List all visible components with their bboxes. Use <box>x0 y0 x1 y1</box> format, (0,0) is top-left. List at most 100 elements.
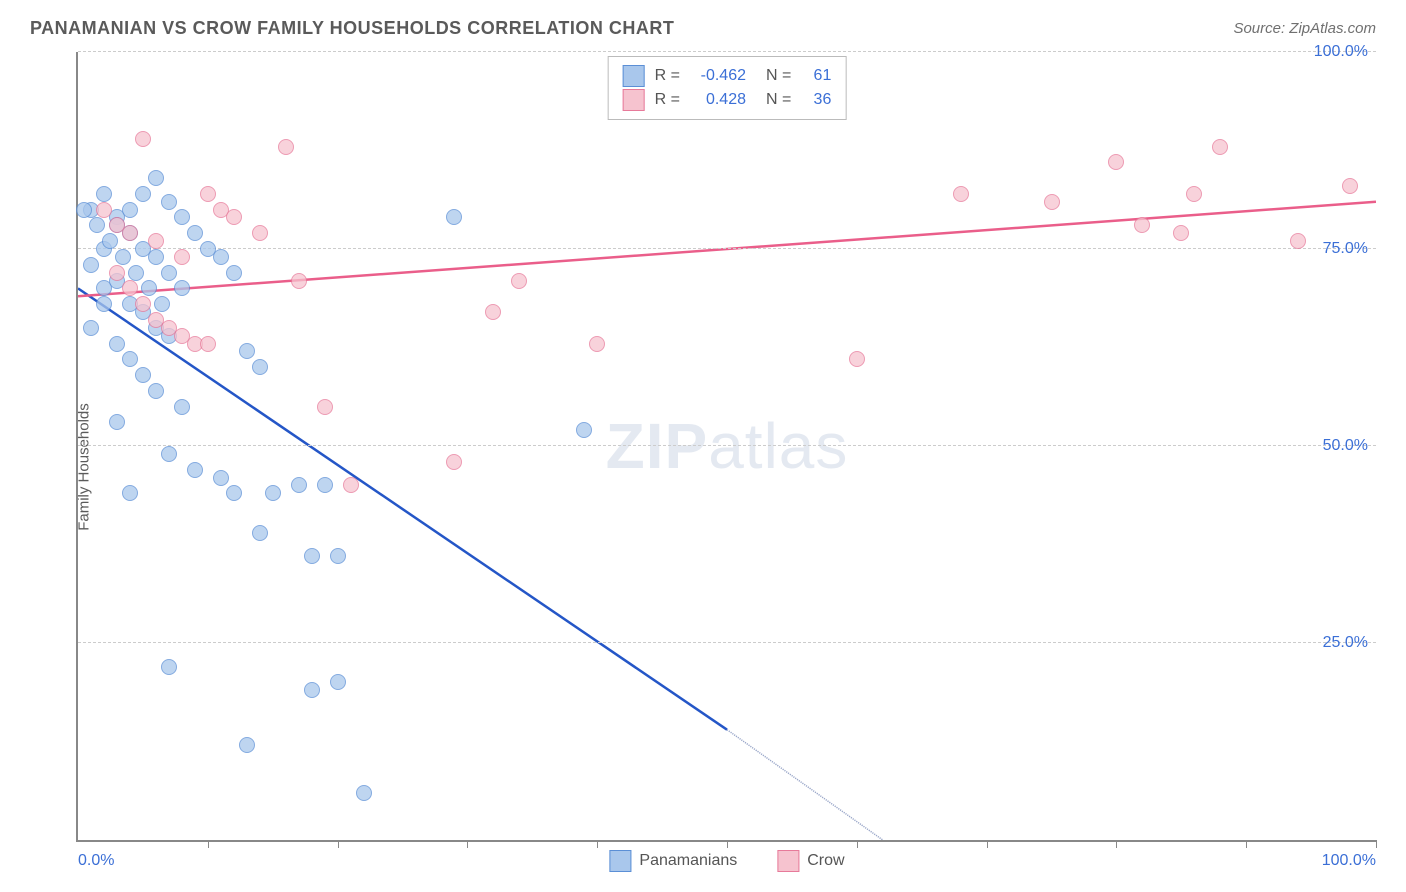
chart-header: PANAMANIAN VS CROW FAMILY HOUSEHOLDS COR… <box>0 0 1406 49</box>
data-point <box>174 249 190 265</box>
x-tick <box>727 840 728 848</box>
y-tick-label: 75.0% <box>1323 240 1368 258</box>
data-point <box>511 273 527 289</box>
legend-swatch <box>623 89 645 111</box>
legend-swatch <box>609 850 631 872</box>
data-point <box>446 209 462 225</box>
data-point <box>187 462 203 478</box>
data-point <box>226 265 242 281</box>
data-point <box>252 225 268 241</box>
data-point <box>1186 186 1202 202</box>
data-point <box>161 265 177 281</box>
data-point <box>148 249 164 265</box>
gridline <box>78 51 1376 52</box>
data-point <box>239 737 255 753</box>
data-point <box>128 265 144 281</box>
data-point <box>252 359 268 375</box>
data-point <box>265 485 281 501</box>
data-point <box>343 477 359 493</box>
data-point <box>161 659 177 675</box>
data-point <box>122 225 138 241</box>
correlation-legend: R =-0.462N =61R =0.428N =36 <box>608 56 847 120</box>
legend-n-label: N = <box>766 91 791 109</box>
data-point <box>304 548 320 564</box>
data-point <box>1134 217 1150 233</box>
data-point <box>330 674 346 690</box>
data-point <box>330 548 346 564</box>
legend-swatch <box>777 850 799 872</box>
data-point <box>96 296 112 312</box>
data-point <box>213 470 229 486</box>
data-point <box>252 525 268 541</box>
data-point <box>200 336 216 352</box>
data-point <box>576 422 592 438</box>
legend-label: Panamanians <box>639 852 737 870</box>
trend-lines <box>78 52 1376 840</box>
legend-r-label: R = <box>655 67 680 85</box>
data-point <box>109 265 125 281</box>
x-axis-min-label: 0.0% <box>78 852 114 870</box>
chart-title: PANAMANIAN VS CROW FAMILY HOUSEHOLDS COR… <box>30 18 674 39</box>
y-tick-label: 25.0% <box>1323 634 1368 652</box>
legend-r-value: -0.462 <box>690 67 746 85</box>
data-point <box>83 320 99 336</box>
data-point <box>148 233 164 249</box>
legend-row: R =-0.462N =61 <box>623 65 832 87</box>
data-point <box>154 296 170 312</box>
data-point <box>1044 194 1060 210</box>
data-point <box>446 454 462 470</box>
data-point <box>148 170 164 186</box>
data-point <box>485 304 501 320</box>
series-legend: Panamanians Crow <box>609 850 844 872</box>
legend-item: Crow <box>777 850 844 872</box>
y-tick-label: 50.0% <box>1323 437 1368 455</box>
data-point <box>226 485 242 501</box>
data-point <box>317 399 333 415</box>
x-tick <box>1246 840 1247 848</box>
data-point <box>1212 139 1228 155</box>
data-point <box>76 202 92 218</box>
legend-n-value: 61 <box>801 67 831 85</box>
data-point <box>589 336 605 352</box>
legend-item: Panamanians <box>609 850 737 872</box>
data-point <box>239 343 255 359</box>
data-point <box>96 186 112 202</box>
data-point <box>213 249 229 265</box>
data-point <box>83 257 99 273</box>
data-point <box>122 202 138 218</box>
watermark-bold: ZIP <box>606 410 709 482</box>
data-point <box>89 217 105 233</box>
legend-label: Crow <box>807 852 844 870</box>
data-point <box>102 233 118 249</box>
plot-area: ZIPatlas R =-0.462N =61R =0.428N =36 0.0… <box>76 52 1376 842</box>
legend-row: R =0.428N =36 <box>623 89 832 111</box>
data-point <box>304 682 320 698</box>
gridline <box>78 248 1376 249</box>
watermark-rest: atlas <box>708 410 848 482</box>
data-point <box>174 399 190 415</box>
data-point <box>174 280 190 296</box>
x-tick <box>338 840 339 848</box>
data-point <box>122 280 138 296</box>
gridline <box>78 445 1376 446</box>
x-axis-max-label: 100.0% <box>1322 852 1376 870</box>
legend-r-value: 0.428 <box>690 91 746 109</box>
chart-source: Source: ZipAtlas.com <box>1233 20 1376 37</box>
data-point <box>148 383 164 399</box>
data-point <box>109 336 125 352</box>
data-point <box>135 131 151 147</box>
data-point <box>317 477 333 493</box>
legend-r-label: R = <box>655 91 680 109</box>
data-point <box>109 414 125 430</box>
data-point <box>953 186 969 202</box>
data-point <box>200 186 216 202</box>
data-point <box>122 485 138 501</box>
data-point <box>174 209 190 225</box>
data-point <box>226 209 242 225</box>
data-point <box>356 785 372 801</box>
watermark: ZIPatlas <box>606 409 849 483</box>
x-tick <box>1116 840 1117 848</box>
x-tick <box>1376 840 1377 848</box>
data-point <box>278 139 294 155</box>
x-tick <box>857 840 858 848</box>
